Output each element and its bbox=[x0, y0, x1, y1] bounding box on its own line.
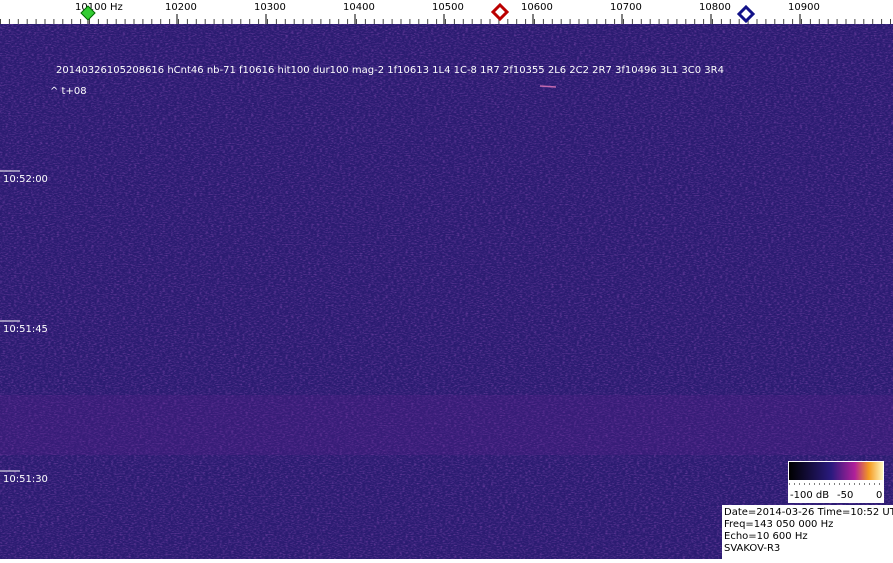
noise-band bbox=[0, 395, 893, 455]
tick-label: 10400 bbox=[343, 2, 375, 13]
tick-label: 10200 bbox=[165, 2, 197, 13]
info-line: SVAKOV-R3 bbox=[724, 543, 780, 554]
tick-label: 10900 bbox=[788, 2, 820, 13]
time-text: 10:51:30 bbox=[3, 474, 48, 485]
colorbar: -100 dB -50 0 bbox=[788, 461, 884, 503]
detection-line: 20140326105208616 hCnt46 nb-71 f10616 hi… bbox=[56, 65, 724, 76]
info-box: Date=2014-03-26 Time=10:52 UTC Freq=143 … bbox=[722, 505, 893, 559]
detection-line: ^ t+08 bbox=[50, 86, 87, 97]
colorbar-label: 0 bbox=[876, 490, 882, 501]
echo-trace bbox=[539, 85, 557, 88]
tick-label: 10600 bbox=[521, 2, 553, 13]
tick-label: 10100 Hz bbox=[75, 2, 123, 13]
marker-blue bbox=[736, 4, 756, 24]
time-text: 10:51:45 bbox=[3, 324, 48, 335]
marker-green bbox=[80, 5, 96, 21]
colorbar-label: -100 dB bbox=[790, 490, 829, 501]
tick-label: 10500 bbox=[432, 2, 464, 13]
tick-label: 10800 bbox=[699, 2, 731, 13]
info-line: Echo=10 600 Hz bbox=[724, 531, 808, 542]
waterfall-noise bbox=[0, 24, 893, 559]
time-label: 10:52:00 10:51:45 10:51:30 bbox=[0, 170, 48, 485]
marker-red bbox=[490, 2, 510, 22]
tick-label: 10700 bbox=[610, 2, 642, 13]
colorbar-label: -50 bbox=[837, 490, 853, 501]
info-line: Date=2014-03-26 Time=10:52 UTC bbox=[724, 507, 893, 518]
info-line: Freq=143 050 000 Hz bbox=[724, 519, 833, 530]
time-text: 10:52:00 bbox=[3, 174, 48, 185]
tick-label: 10300 bbox=[254, 2, 286, 13]
frequency-ticks: 10100 Hz 10200 10300 10400 10500 10600 10700 10… bbox=[75, 2, 820, 24]
